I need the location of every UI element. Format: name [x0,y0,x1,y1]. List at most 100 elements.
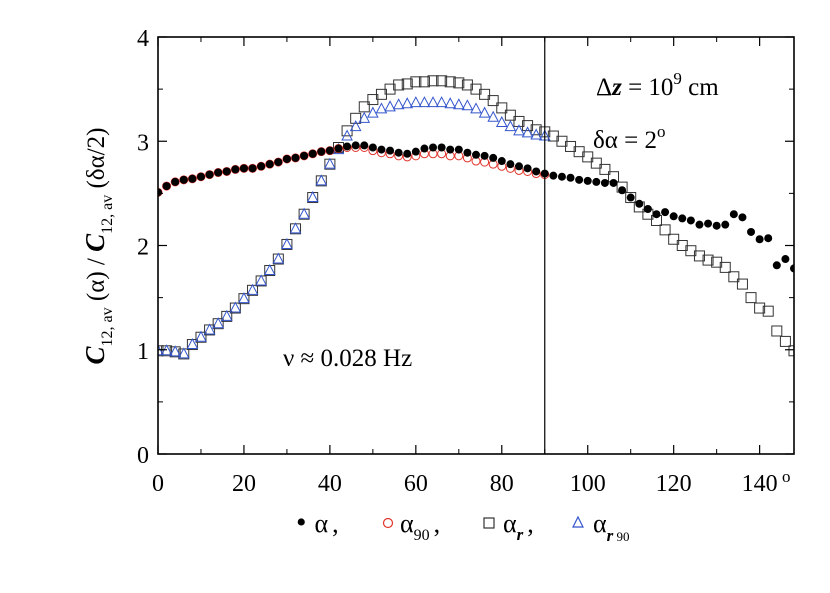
alphar90-point [220,309,233,321]
alpha-point [265,160,274,169]
alphar90-point [504,120,517,132]
alphar90-point [418,96,431,108]
alphar90-point [263,263,276,276]
alpha-point [282,154,291,163]
alphar-point [401,78,413,90]
alphar90-point [435,96,448,108]
y-tick-label: 2 [137,235,149,261]
alphar90-point [272,252,285,264]
alpha-point [566,173,575,182]
x-tick-label: 40 [318,471,342,497]
alphar90-point [289,222,302,234]
alpha-point [205,170,214,179]
alphar90-point [478,106,491,118]
alpha-point [162,182,171,191]
alphar90-point [177,347,190,359]
alpha-point [446,145,455,154]
alpha-point [557,172,566,181]
alphar-point [693,250,705,262]
alphar90-point [461,99,474,111]
alpha-point [411,147,420,156]
alpha-point [317,147,326,156]
alpha-point [429,143,438,152]
legend-alpha90-entry: α90, [400,509,440,544]
delta-z-exp: 9 [673,69,682,88]
alphar90-point [392,98,405,110]
legend-open-circle-marker [382,517,394,529]
x-tick-label: 60 [404,471,428,497]
delta-z-var: z [611,74,622,101]
alphar90-point [281,237,293,249]
alpha-point [239,164,248,173]
alpha-point [360,141,369,150]
alpha-point [222,167,231,176]
alphar-point [410,76,422,88]
alphar-point [158,345,164,357]
x-tick-label: 100 [570,471,606,497]
alpha-point [609,178,618,187]
alpha-point [592,177,601,186]
legend-alphar-sub: r [517,525,524,544]
alpha-point [635,199,644,208]
alphar-point [513,115,525,127]
alpha-point [343,142,352,151]
legend-alphar90-label: α [593,509,607,538]
alpha-point [583,176,592,185]
alpha-point [781,255,790,264]
alpha-point [790,264,794,273]
alphar-point [762,305,774,317]
legend-alphar90-sub-r: r [607,526,614,545]
alphar-point [771,325,783,337]
alphar90-point [306,190,319,203]
alpha-point [721,220,730,229]
alphar-point [350,112,362,124]
alphar90-point [375,102,388,114]
alphar90-point [298,207,310,219]
alphar90-point [521,126,534,138]
alphar-point [668,233,680,245]
alphar-point [427,75,439,87]
alpha-point [403,149,412,158]
alpha-point [643,205,652,214]
y-axis-label: C12, av (α) / C12, av (δα/2) [80,128,116,365]
legend-alphar-entry: αr, [503,509,534,544]
legend: • α, α90, αr, αr 90 [296,506,630,545]
alphar-point [736,278,748,290]
delta-alpha-text: δα = 2 [593,127,657,154]
alpha-point [472,150,480,159]
alpha-point [669,212,678,221]
alpha-point [729,210,738,219]
alphar90-point [487,110,500,122]
alphar-point [659,224,671,236]
axis-ticks [157,36,794,455]
alpha-point [480,151,489,160]
alphar-point [487,95,499,107]
alpha-point [686,216,695,225]
alpha-point [158,188,162,197]
ylabel-m1: (α) / [83,252,110,307]
alpha-point [772,261,781,270]
alpha-point [325,146,334,155]
alphar90-point [238,292,250,304]
alpha-point [463,148,472,157]
legend-alpha90-sub: 90 [414,527,430,544]
x-tick-label: 0 [152,471,164,497]
alpha-point [214,168,223,177]
delta-z-annotation: Δz = 109 cm [596,69,719,101]
alpha-point [257,162,266,171]
alphar90-point [195,330,207,342]
x-tick-label: 120 [656,471,692,497]
alphar-point [754,302,766,314]
alphar90-point [530,128,542,140]
alphar90-point [255,274,267,286]
alphar-point [522,120,534,132]
alpha-point [755,235,764,244]
x-tick-label: 20 [232,471,256,497]
alphar-point [702,254,714,266]
delta-alpha-exp: o [657,122,666,141]
alpha-point [618,186,627,195]
alphar-point [418,76,430,88]
x-tick-label: 140 [742,471,778,497]
alpha-point [695,220,704,229]
alphar-point [496,102,508,114]
